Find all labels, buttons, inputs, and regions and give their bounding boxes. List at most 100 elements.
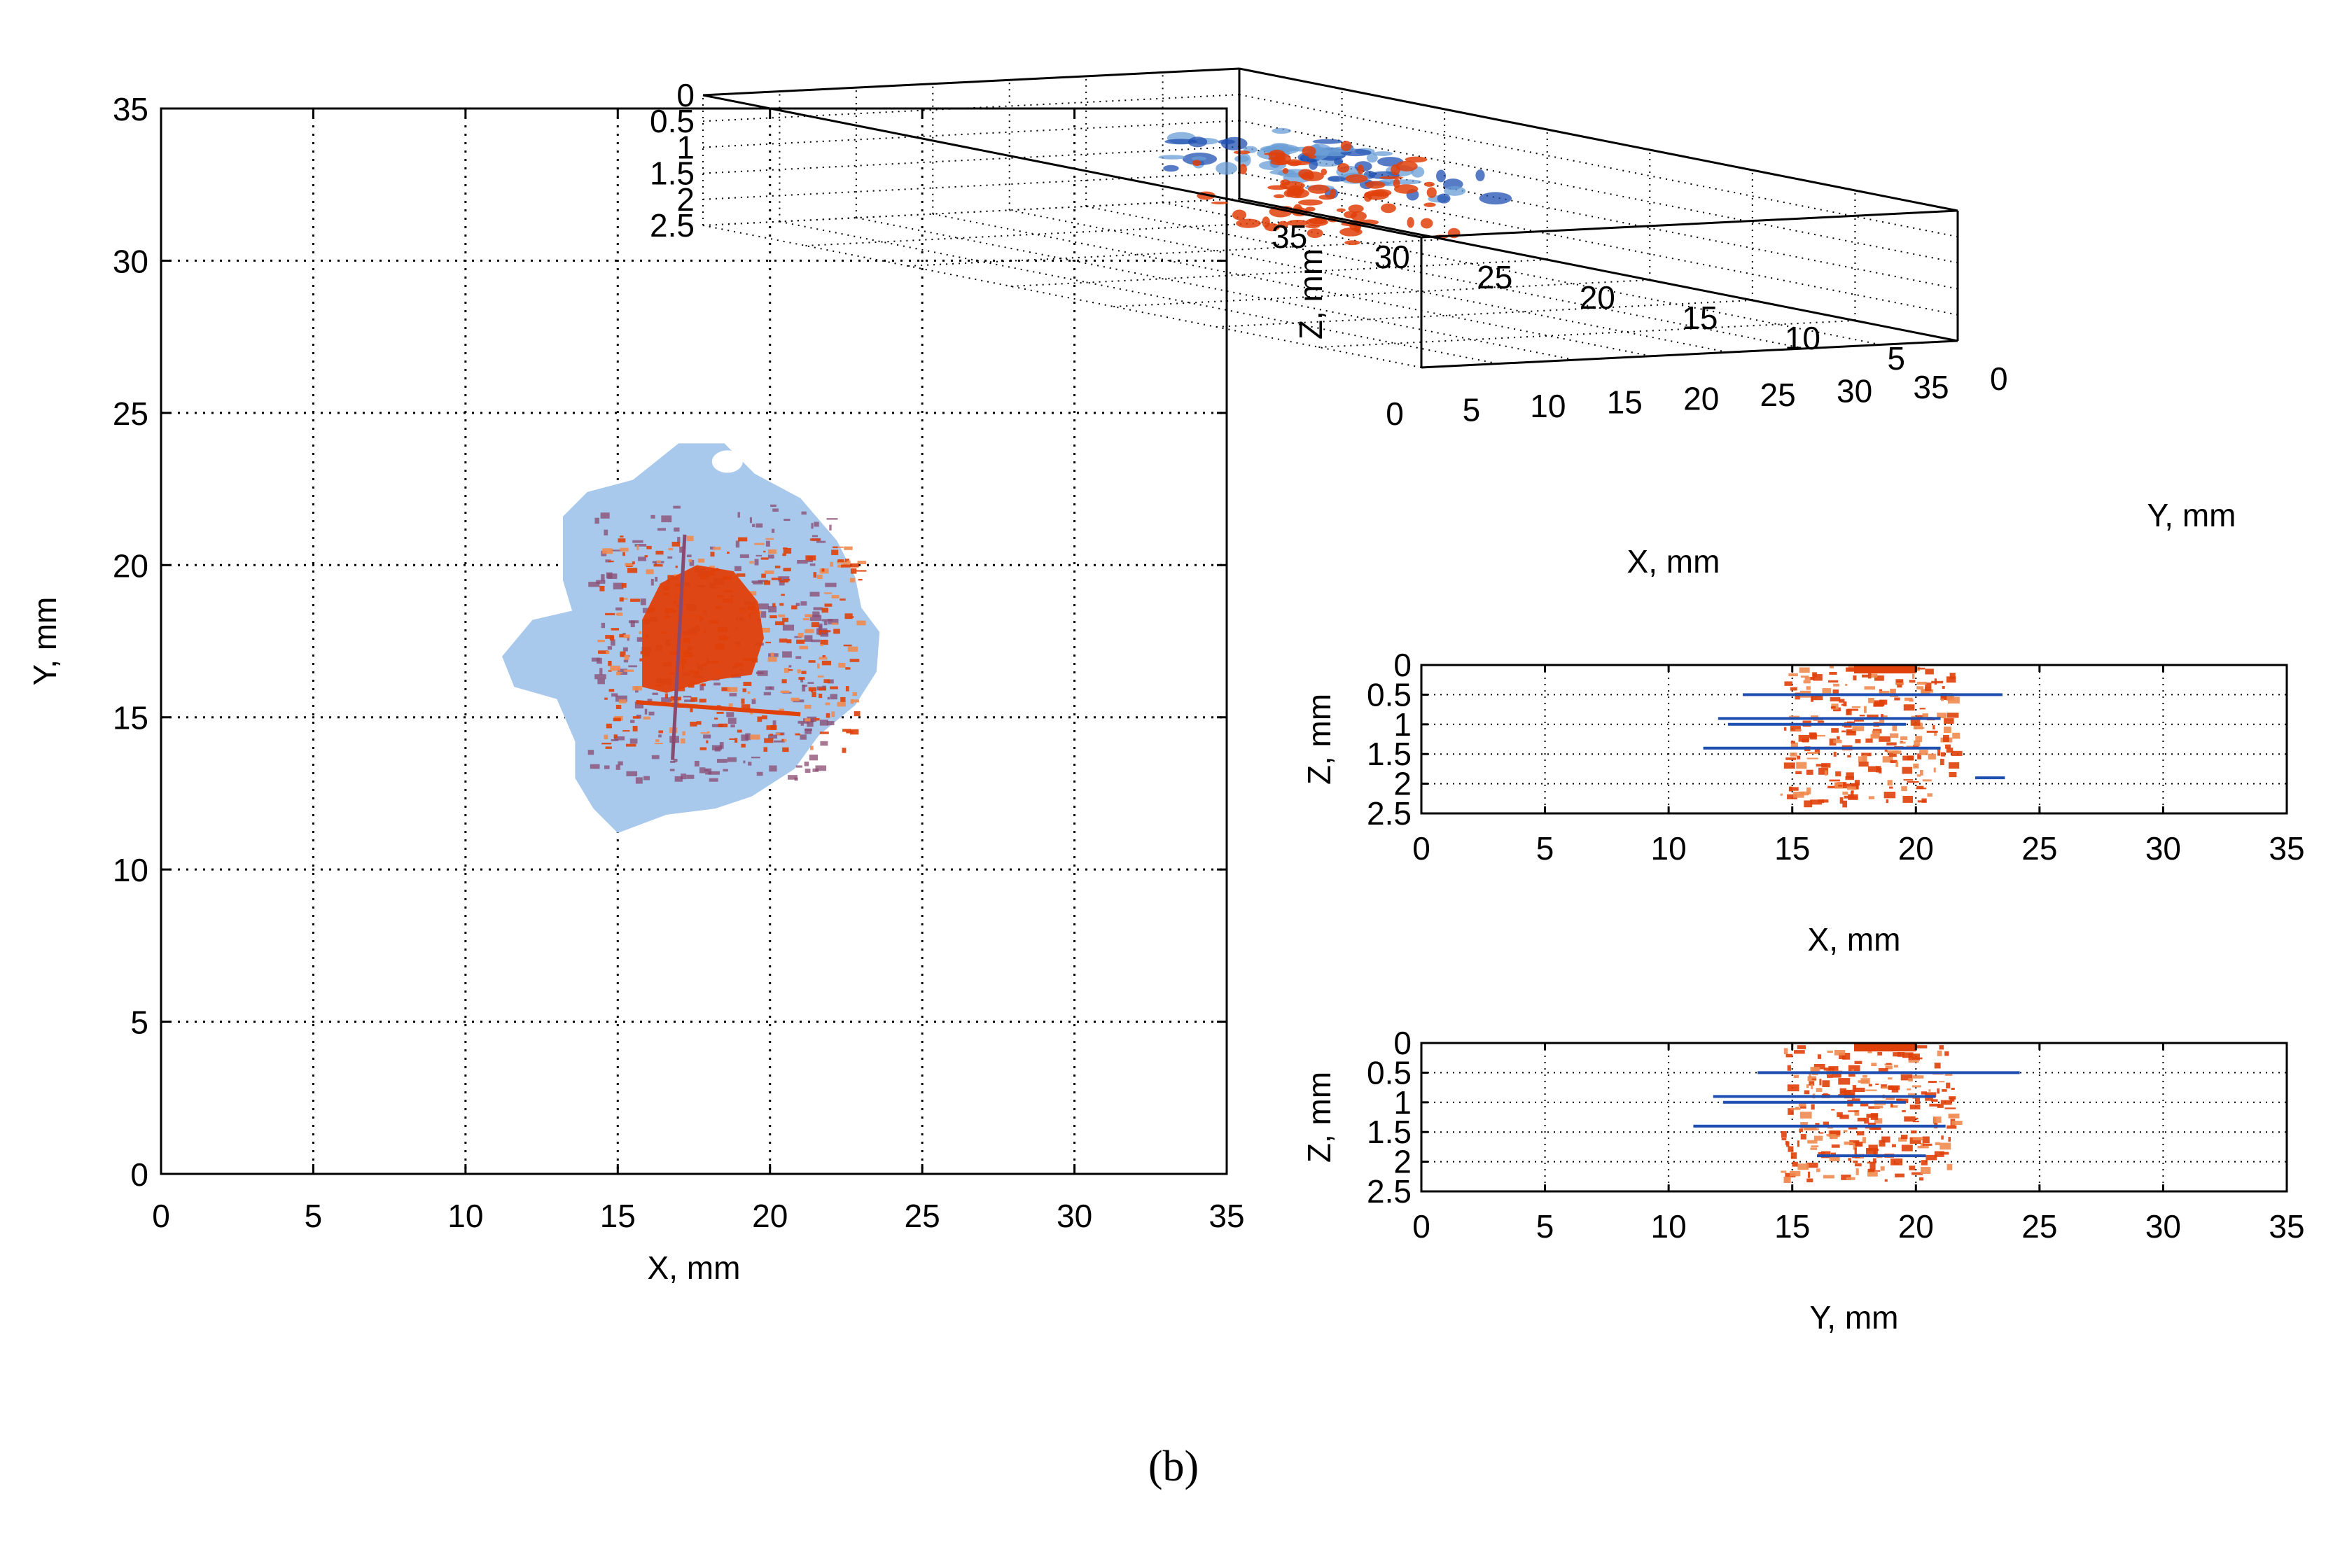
delamination-mark (681, 738, 685, 744)
delamination-mark (1848, 1071, 1855, 1077)
delamination-mark (668, 547, 674, 551)
delamination-mark (1852, 1085, 1857, 1091)
grid-line (1113, 279, 1650, 307)
z-tick-label: 2.5 (650, 207, 695, 244)
delamination-mark (728, 703, 733, 709)
delamination-mark (1944, 744, 1951, 749)
matrix-crack-mark (673, 758, 678, 762)
delamination-mark (601, 743, 612, 745)
delamination-mark (1937, 1088, 1940, 1094)
delamination-mark (1846, 1177, 1855, 1180)
damage-blob-orange (1393, 178, 1400, 188)
damage-blob-orange (1357, 164, 1364, 175)
delamination-mark (1915, 1117, 1918, 1120)
matrix-crack-mark (683, 695, 692, 698)
delamination-mark (823, 592, 832, 594)
delamination-mark (747, 691, 751, 694)
delamination-mark (619, 597, 624, 602)
delamination-mark (714, 718, 718, 720)
delamination-mark (1827, 1073, 1833, 1078)
delamination-mark (677, 687, 685, 692)
delamination-mark (1946, 1082, 1951, 1088)
delamination-mark (1853, 675, 1857, 680)
delamination-mark (847, 646, 858, 652)
delamination-mark (791, 697, 800, 701)
delamination-mark (1871, 1063, 1877, 1067)
matrix-crack-mark (597, 678, 605, 685)
damage-blob-orange (1192, 160, 1202, 167)
matrix-crack-mark (753, 582, 763, 584)
y-tick-label: 5 (1887, 340, 1905, 377)
delamination-mark (1868, 1122, 1876, 1126)
delamination-mark (1833, 683, 1839, 687)
delamination-mark (1924, 687, 1932, 692)
delamination-mark (786, 639, 792, 644)
matrix-crack-mark (635, 777, 643, 784)
matrix-crack-mark (622, 647, 628, 652)
delamination-mark (1874, 675, 1884, 681)
damage-blob-orange (1405, 156, 1428, 163)
delamination-mark (1807, 1140, 1818, 1144)
delamination-mark (820, 644, 824, 647)
x-tick-label: 0 (1386, 396, 1404, 432)
delamination-mark (1909, 1105, 1921, 1110)
delamination-mark (1793, 1074, 1799, 1079)
delamination-mark (605, 635, 614, 639)
matrix-crack-mark (812, 535, 818, 538)
delamination-mark (826, 713, 830, 718)
delamination-mark (1882, 756, 1893, 763)
delamination-mark (1854, 1060, 1862, 1064)
delamination-mark (619, 634, 625, 638)
delamination-mark (824, 603, 833, 607)
delamination-mark (1839, 699, 1845, 703)
delamination-mark (822, 655, 826, 658)
delamination-mark (1801, 740, 1805, 742)
matrix-crack-mark (596, 580, 606, 584)
matrix-crack-mark (601, 622, 606, 629)
delamination-mark (716, 711, 724, 714)
delamination-mark (682, 731, 685, 736)
delamination-mark (624, 654, 629, 660)
delamination-mark (1790, 726, 1801, 732)
delamination-mark (1840, 1091, 1851, 1093)
delamination-mark (837, 561, 847, 564)
matrix-crack-mark (636, 637, 643, 642)
delamination-mark (699, 699, 706, 703)
delamination-mark (757, 716, 762, 722)
delamination-mark (811, 622, 820, 628)
delamination-mark (749, 561, 754, 564)
delamination-mark (1879, 719, 1885, 726)
delamination-mark (1920, 1142, 1925, 1149)
delamination-mark (1816, 1168, 1820, 1172)
delamination-mark (750, 712, 753, 715)
delamination-mark (795, 733, 800, 736)
matrix-crack-mark (821, 619, 833, 622)
delamination-mark (849, 563, 859, 568)
delamination-mark (1874, 1105, 1883, 1109)
delamination-mark (604, 697, 608, 700)
delamination-mark (1908, 1060, 1919, 1063)
delamination-mark (1844, 1141, 1853, 1145)
delamination-mark (1783, 1048, 1788, 1055)
damage-blob-blue (1188, 136, 1208, 148)
delamination-mark (1842, 800, 1848, 808)
damage-blob-blue (1475, 169, 1485, 181)
matrix-crack-mark (594, 517, 599, 524)
matrix-crack-mark (713, 682, 720, 686)
delamination-mark (1852, 726, 1865, 732)
delamination-mark (804, 704, 812, 709)
damage-blob-orange (1337, 162, 1350, 173)
delamination-mark (1879, 690, 1890, 695)
delamination-mark (1951, 750, 1963, 756)
y-tick-label: 1 (1393, 706, 1412, 743)
delamination-mark (1909, 1137, 1921, 1144)
y-tick-label: 0 (1393, 647, 1412, 683)
y-tick-label: 0 (1990, 360, 2008, 397)
delamination-mark (1949, 762, 1960, 769)
delamination-mark (1893, 1052, 1902, 1057)
delamination-mark (1807, 1171, 1811, 1178)
delamination-mark (761, 715, 767, 720)
delamination-mark (1900, 1134, 1908, 1140)
delamination-mark (782, 547, 788, 550)
delamination-mark (1860, 1102, 1869, 1107)
